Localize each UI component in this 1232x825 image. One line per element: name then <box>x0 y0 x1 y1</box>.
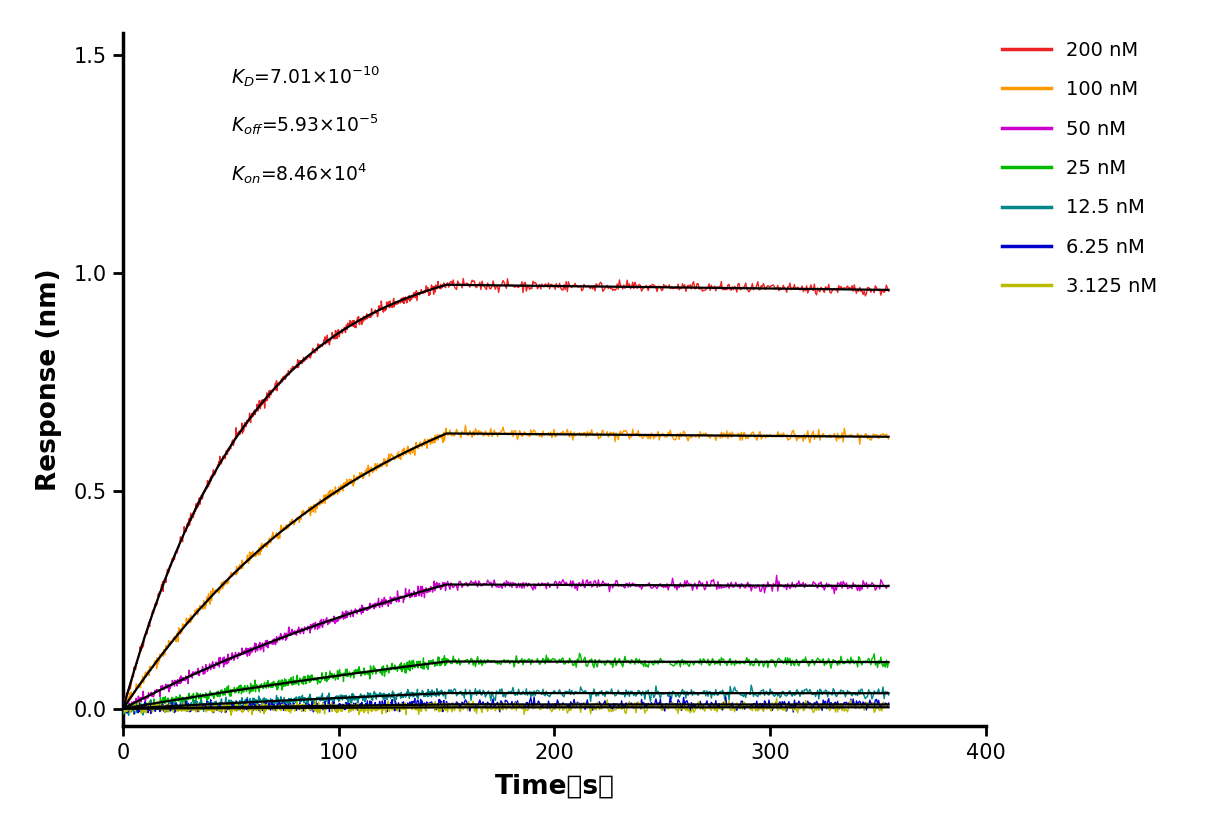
50 nM <box>116 704 131 714</box>
100 nM <box>458 420 473 430</box>
200 nM <box>456 274 471 284</box>
25 nM <box>430 652 445 662</box>
100 nM <box>768 431 782 441</box>
25 nM <box>548 654 563 664</box>
25 nM <box>116 707 131 717</box>
Y-axis label: Response (nm): Response (nm) <box>36 268 63 491</box>
100 nM <box>793 431 808 441</box>
6.25 nM <box>548 699 563 709</box>
12.5 nM <box>548 686 563 696</box>
50 nM <box>548 576 563 586</box>
Text: $K_{on}$=8.46×10$^{4}$: $K_{on}$=8.46×10$^{4}$ <box>232 161 367 186</box>
3.125 nM <box>795 700 809 710</box>
200 nM <box>160 564 175 574</box>
Line: 6.25 nM: 6.25 nM <box>123 696 888 714</box>
3.125 nM <box>881 700 896 710</box>
6.25 nM <box>769 698 784 708</box>
X-axis label: Time（s）: Time（s） <box>494 774 615 799</box>
12.5 nM <box>121 710 136 720</box>
200 nM <box>768 282 782 292</box>
100 nM <box>160 644 175 653</box>
12.5 nM <box>664 694 679 704</box>
Text: $K_D$=7.01×10$^{-10}$: $K_D$=7.01×10$^{-10}$ <box>232 64 379 89</box>
Line: 200 nM: 200 nM <box>123 279 888 707</box>
12.5 nM <box>116 709 131 719</box>
100 nM <box>664 431 679 441</box>
6.25 nM <box>430 703 445 713</box>
25 nM <box>769 662 784 672</box>
50 nM <box>430 581 445 591</box>
200 nM <box>430 280 445 290</box>
6.25 nM <box>881 698 896 708</box>
50 nM <box>769 570 784 580</box>
200 nM <box>881 286 896 296</box>
3.125 nM <box>768 703 782 713</box>
3.125 nM <box>160 707 175 717</box>
3.125 nM <box>224 710 239 720</box>
6.25 nM <box>795 702 809 712</box>
6.25 nM <box>665 698 680 708</box>
50 nM <box>881 580 896 590</box>
12.5 nM <box>430 686 445 696</box>
50 nM <box>768 580 782 590</box>
6.25 nM <box>663 691 678 701</box>
25 nM <box>160 693 175 703</box>
12.5 nM <box>744 680 759 690</box>
25 nM <box>665 661 680 671</box>
200 nM <box>793 284 808 294</box>
100 nM <box>881 434 896 444</box>
6.25 nM <box>160 702 175 712</box>
200 nM <box>116 702 131 712</box>
200 nM <box>664 282 679 292</box>
Line: 50 nM: 50 nM <box>123 575 888 712</box>
50 nM <box>795 581 809 591</box>
12.5 nM <box>769 690 784 700</box>
12.5 nM <box>795 686 809 695</box>
6.25 nM <box>127 709 142 719</box>
Line: 12.5 nM: 12.5 nM <box>123 685 888 715</box>
100 nM <box>430 430 445 440</box>
Line: 3.125 nM: 3.125 nM <box>123 698 888 715</box>
6.25 nM <box>116 704 131 714</box>
12.5 nM <box>160 702 175 712</box>
100 nM <box>548 432 563 442</box>
3.125 nM <box>548 705 563 714</box>
200 nM <box>548 285 563 295</box>
3.125 nM <box>116 701 131 711</box>
3.125 nM <box>769 693 784 703</box>
100 nM <box>116 702 131 712</box>
Legend: 200 nM, 100 nM, 50 nM, 25 nM, 12.5 nM, 6.25 nM, 3.125 nM: 200 nM, 100 nM, 50 nM, 25 nM, 12.5 nM, 6… <box>994 33 1165 304</box>
25 nM <box>795 656 809 666</box>
50 nM <box>160 680 175 690</box>
3.125 nM <box>664 698 679 708</box>
50 nM <box>664 580 679 590</box>
Line: 25 nM: 25 nM <box>123 653 888 714</box>
50 nM <box>120 707 134 717</box>
Line: 100 nM: 100 nM <box>123 425 888 707</box>
3.125 nM <box>430 705 445 715</box>
25 nM <box>127 710 142 719</box>
25 nM <box>572 648 586 658</box>
Text: $K_{off}$=5.93×10$^{-5}$: $K_{off}$=5.93×10$^{-5}$ <box>232 113 378 138</box>
12.5 nM <box>881 690 896 700</box>
25 nM <box>881 657 896 667</box>
